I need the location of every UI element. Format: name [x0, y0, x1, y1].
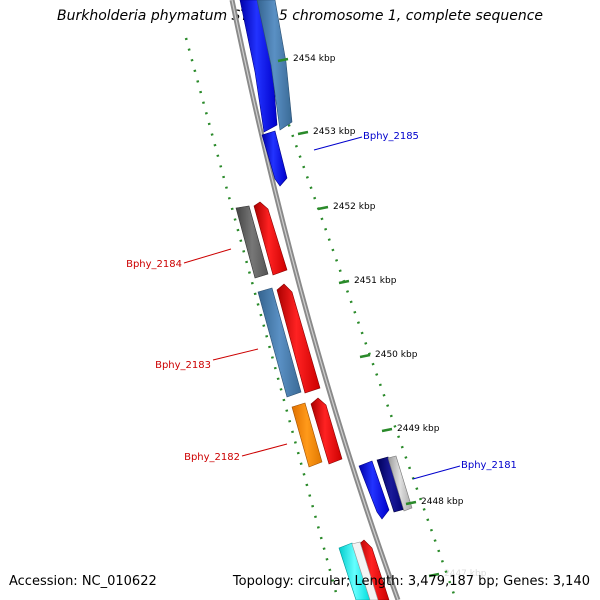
gene-bphy-2181[interactable]: [358, 460, 390, 520]
gene-bottom-cyan[interactable]: [338, 542, 371, 600]
map-title: Burkholderia phymatum STM815 chromosome …: [56, 8, 543, 24]
outer-ruler-ring: [184, 37, 340, 600]
scale-label: 2447 kbp: [444, 569, 487, 579]
scale-tick: [428, 572, 440, 578]
gene-bphy-2183[interactable]: [276, 283, 321, 394]
gene-bphy-2181-silver[interactable]: [387, 455, 413, 512]
scale-labels: 2454 kbp 2453 kbp 2452 kbp 2451 kbp 2450 kbp…: [293, 54, 487, 579]
gene-label-bphy-2185[interactable]: Bphy_2185: [363, 131, 419, 142]
scale-label: 2454 kbp: [293, 54, 336, 64]
scale-tick: [381, 427, 393, 433]
gene-labels: Bphy_2185 Bphy_2184 Bphy_2183 Bphy_2182 Bphy…: [126, 131, 517, 480]
gene-bphy-2182-orange[interactable]: [291, 402, 323, 468]
gene-bphy-2186-outer[interactable]: [239, 0, 278, 133]
gene-label-bphy-2184[interactable]: Bphy_2184: [126, 259, 182, 270]
scale-tick: [359, 353, 371, 359]
gene-label-leader: [183, 248, 232, 264]
gene-label-bphy-2183[interactable]: Bphy_2183: [155, 360, 211, 371]
gene-bphy-2184[interactable]: [253, 201, 288, 276]
scale-ticks: [277, 57, 440, 578]
accession-text: Accession: NC_010622: [9, 574, 157, 589]
scale-tick: [317, 205, 329, 211]
scale-tick: [405, 500, 417, 506]
scale-label: 2452 kbp: [333, 202, 376, 212]
gene-label-bphy-2182[interactable]: Bphy_2182: [184, 452, 240, 463]
scale-tick: [277, 57, 289, 63]
scale-tick: [297, 130, 309, 136]
gene-label-leader: [313, 136, 363, 151]
gene-label-leader: [212, 348, 259, 361]
gene-bphy-2186-steel[interactable]: [256, 0, 293, 131]
scale-label: 2450 kbp: [375, 350, 418, 360]
gene-label-bphy-2181[interactable]: Bphy_2181: [461, 460, 517, 471]
gene-bphy-2185[interactable]: [261, 130, 288, 187]
scale-label: 2453 kbp: [313, 127, 356, 137]
chromosome-backbone: [229, 0, 401, 600]
scale-label: 2449 kbp: [397, 424, 440, 434]
gene-label-leader: [241, 443, 288, 457]
scale-label: 2451 kbp: [354, 276, 397, 286]
gene-bphy-2182[interactable]: [310, 397, 343, 465]
scale-tick: [338, 279, 350, 285]
topology-text: Topology: circular; Length: 3,479,187 bp…: [232, 574, 590, 589]
gene-bottom-white[interactable]: [351, 541, 379, 600]
gene-bphy-2183-steel[interactable]: [257, 287, 302, 398]
gene-bphy-2184-gray[interactable]: [235, 205, 269, 279]
gene-label-leader: [412, 465, 461, 480]
scale-label: 2448 kbp: [421, 497, 464, 507]
